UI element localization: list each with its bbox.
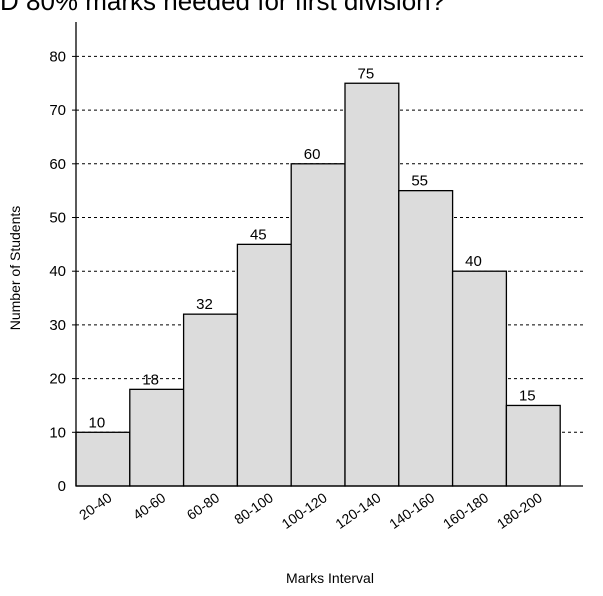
axis-layer (72, 22, 583, 487)
y-tick-label: 30 (49, 317, 66, 334)
data-label-180-200: 15 (519, 387, 536, 404)
x-tick-label: 120-140 (332, 489, 383, 532)
bar-40-60 (129, 388, 185, 487)
y-tick-label: 70 (49, 102, 66, 119)
data-label-20-40: 10 (89, 414, 106, 431)
x-tick-label: 80-100 (231, 489, 276, 527)
x-tick-label: 60-80 (184, 489, 223, 523)
y-tick-label: 50 (49, 210, 66, 227)
y-tick-label: 40 (49, 263, 66, 280)
bar-140-160 (398, 189, 454, 487)
y-axis-label: Number of Students (7, 206, 23, 331)
data-label-100-120: 60 (304, 146, 321, 163)
x-axis-label: Marks Interval (286, 570, 374, 586)
y-tick-label: 20 (49, 371, 66, 388)
y-tick-label: 0 (58, 478, 66, 495)
y-tick-label: 60 (49, 156, 66, 173)
data-label-40-60: 18 (142, 371, 159, 388)
data-label-160-180: 40 (465, 253, 482, 270)
x-tick-label: 140-160 (386, 489, 437, 532)
x-tick-label: 20-40 (76, 489, 115, 523)
bar-60-80 (182, 313, 239, 487)
data-label-60-80: 32 (196, 296, 213, 313)
bar-20-40 (75, 431, 131, 487)
bars-layer (75, 82, 561, 487)
data-label-120-140: 75 (358, 65, 375, 82)
bar-160-180 (451, 270, 508, 487)
bar-120-140 (344, 82, 400, 487)
top-partial-text: D 80% marks needed for first division? (0, 0, 445, 16)
data-label-140-160: 55 (411, 173, 428, 190)
bar-80-100 (236, 243, 292, 487)
bar-100-120 (290, 163, 346, 487)
y-tick-label: 80 (49, 48, 66, 65)
data-label-80-100: 45 (250, 226, 267, 243)
bar-180-200 (505, 404, 561, 487)
x-tick-label: 160-180 (440, 489, 491, 532)
y-tick-label: 10 (49, 424, 66, 441)
x-tick-label: 40-60 (130, 489, 169, 523)
x-tick-label: 100-120 (279, 489, 330, 532)
x-tick-label: 180-200 (494, 489, 545, 532)
